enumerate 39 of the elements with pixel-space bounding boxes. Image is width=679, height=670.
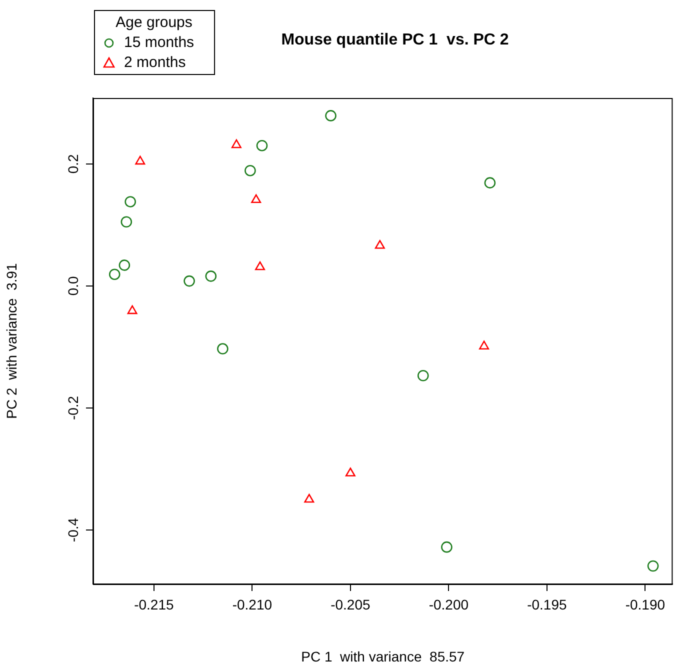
point: [120, 216, 132, 228]
point: [374, 240, 385, 249]
legend-label: 2 months: [124, 54, 186, 72]
legend-label: 15 months: [124, 34, 194, 52]
x-tick-label: -0.190: [625, 596, 666, 612]
point: [484, 177, 496, 188]
y-tick-label: 0.2: [64, 154, 81, 174]
point: [124, 196, 136, 208]
point: [255, 261, 266, 270]
point: [231, 139, 242, 148]
x-tick-label: -0.205: [330, 596, 370, 612]
chart-title: Mouse quantile PC 1 vs. PC 2: [281, 31, 509, 48]
point: [345, 468, 356, 476]
point: [304, 494, 314, 503]
point: [205, 270, 217, 282]
y-tick-label: -0.4: [64, 518, 81, 542]
legend-title: Age groups: [116, 14, 192, 32]
point: [118, 260, 130, 271]
point: [108, 268, 120, 280]
point: [135, 156, 146, 165]
y-tick-label: 0.0: [64, 276, 81, 296]
point: [127, 305, 138, 314]
point: [441, 541, 452, 553]
point: [256, 140, 268, 152]
point: [417, 370, 429, 382]
x-tick-label: -0.215: [134, 596, 174, 612]
y-axis-title: PC 2 with variance 3.91: [3, 262, 20, 419]
y-tick-label: -0.2: [64, 396, 81, 420]
point: [244, 164, 256, 176]
x-tick-label: -0.210: [232, 596, 272, 612]
x-tick-label: -0.195: [527, 596, 567, 612]
x-axis-title: PC 1 with variance 85.57: [301, 648, 465, 664]
point: [479, 340, 490, 350]
x-tick-label: -0.200: [428, 596, 469, 612]
point: [325, 110, 336, 122]
point: [184, 275, 195, 287]
point: [251, 194, 262, 204]
point: [217, 343, 228, 354]
point: [647, 560, 659, 572]
